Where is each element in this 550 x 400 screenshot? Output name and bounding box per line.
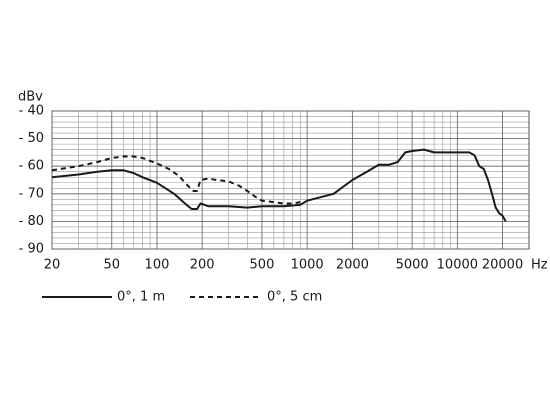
y-tick-label: - 70 [19,186,44,201]
y-tick-label: - 80 [19,214,44,229]
x-tick-label: 200 [190,258,215,273]
x-tick-label: 100 [145,258,170,273]
x-tick-label: 50 [103,258,120,273]
y-tick-label: - 90 [19,242,44,257]
y-tick-label: - 50 [19,131,44,146]
legend-label: 0°, 5 cm [267,290,322,305]
x-tick-label: 2000 [336,258,369,273]
x-tick-label: 20000 [482,258,523,273]
series-line [51,148,507,222]
x-tick-label: 500 [250,258,275,273]
x-tick-label: 10000 [437,258,478,273]
y-tick-label: - 40 [19,104,44,119]
x-axis-unit: Hz [531,258,548,273]
y-axis-label: dBv [18,90,43,105]
y-tick-label: - 60 [19,159,44,174]
x-tick-label: 20 [44,258,61,273]
x-tick-label: 1000 [291,258,324,273]
legend-label: 0°, 1 m [117,290,165,305]
series-line [51,155,301,205]
x-tick-label: 5000 [396,258,429,273]
